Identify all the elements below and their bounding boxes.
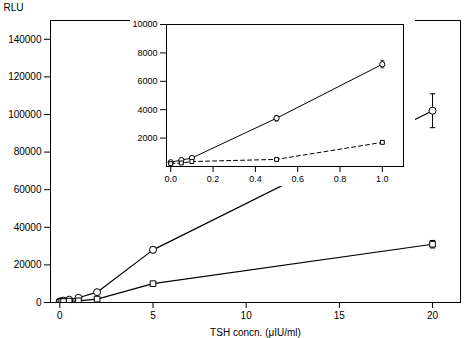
svg-text:4000: 4000 (137, 105, 157, 115)
svg-text:0.8: 0.8 (334, 174, 347, 184)
svg-text:20: 20 (427, 310, 439, 321)
svg-text:TSH concn. (μIU/ml): TSH concn. (μIU/ml) (210, 327, 301, 338)
svg-text:0.2: 0.2 (207, 174, 220, 184)
svg-text:0: 0 (36, 297, 42, 308)
svg-text:2000: 2000 (137, 133, 157, 143)
svg-text:6000: 6000 (137, 76, 157, 86)
svg-text:60000: 60000 (14, 184, 42, 195)
svg-text:5: 5 (150, 310, 156, 321)
svg-text:20000: 20000 (14, 259, 42, 270)
svg-text:0.4: 0.4 (249, 174, 262, 184)
svg-text:0.0: 0.0 (164, 174, 177, 184)
svg-text:10000: 10000 (132, 19, 157, 29)
svg-text:100000: 100000 (8, 109, 42, 120)
svg-text:0: 0 (57, 310, 63, 321)
svg-text:10: 10 (241, 310, 253, 321)
svg-text:8000: 8000 (137, 48, 157, 58)
svg-text:RLU: RLU (4, 2, 24, 13)
svg-text:120000: 120000 (8, 71, 42, 82)
svg-text:0.6: 0.6 (291, 174, 304, 184)
svg-text:1.0: 1.0 (376, 174, 389, 184)
svg-text:140000: 140000 (8, 34, 42, 45)
svg-text:40000: 40000 (14, 222, 42, 233)
svg-text:80000: 80000 (14, 146, 42, 157)
svg-text:15: 15 (334, 310, 346, 321)
